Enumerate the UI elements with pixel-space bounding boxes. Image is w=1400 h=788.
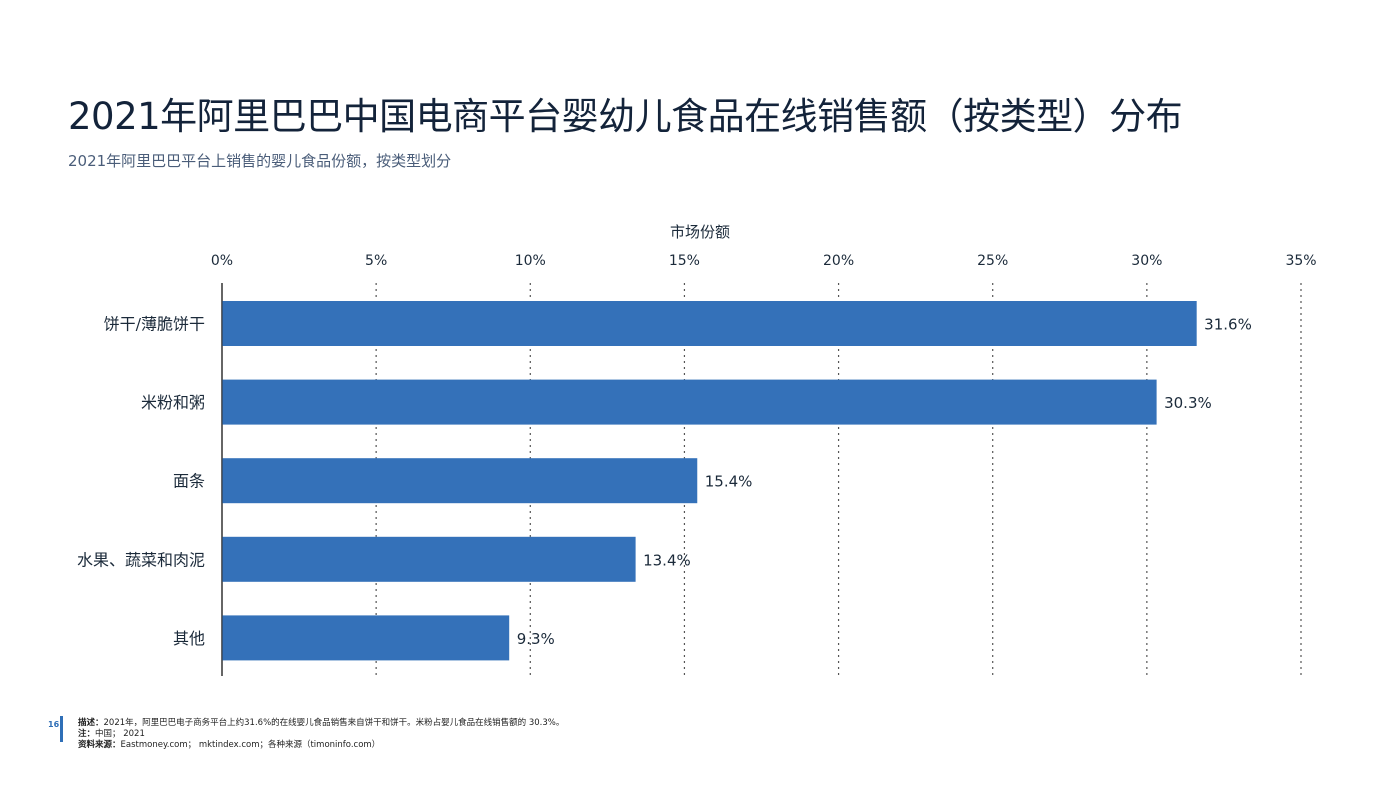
description-label: 描述：: [78, 718, 104, 728]
bar: [222, 379, 1157, 425]
footer-note: 注：中国； 2021: [78, 729, 564, 740]
x-tick-label: 20%: [823, 253, 854, 269]
x-tick-label: 30%: [1131, 253, 1162, 269]
category-label: 面条: [173, 472, 205, 491]
category-label: 水果、蔬菜和肉泥: [77, 550, 205, 569]
page-title: 2021年阿里巴巴中国电商平台婴幼儿食品在线销售额（按类型）分布: [68, 95, 1183, 138]
bar: [222, 536, 636, 582]
data-label: 9.3%: [517, 630, 555, 648]
x-tick-label: 15%: [669, 253, 700, 269]
x-tick-label: 10%: [515, 253, 546, 269]
x-tick-label: 0%: [211, 253, 233, 269]
source-label: 资料来源：: [78, 740, 121, 750]
x-tick-label: 25%: [977, 253, 1008, 269]
page-number: 16: [48, 720, 60, 729]
category-label: 米粉和粥: [141, 393, 205, 412]
data-label: 15.4%: [705, 473, 753, 491]
category-label: 其他: [173, 629, 205, 648]
x-tick-label: 5%: [365, 253, 387, 269]
source-text: Eastmoney.com； mktindex.com；各种来源（timonin…: [120, 740, 381, 750]
data-label: 13.4%: [643, 551, 691, 569]
category-label: 饼干/薄脆饼干: [104, 315, 205, 334]
x-tick-label: 35%: [1285, 253, 1316, 269]
footer-description: 描述：2021年，阿里巴巴电子商务平台上约31.6%的在线婴儿食品销售来自饼干和…: [78, 718, 564, 729]
x-axis-title: 市场份额: [670, 223, 730, 241]
note-text: 中国； 2021: [95, 729, 145, 739]
description-text: 2021年，阿里巴巴电子商务平台上约31.6%的在线婴儿食品销售来自饼干和饼干。…: [103, 718, 565, 728]
note-label: 注：: [78, 729, 96, 739]
data-label: 30.3%: [1164, 394, 1212, 412]
bar: [222, 615, 510, 661]
bar: [222, 458, 698, 504]
data-label: 31.6%: [1204, 316, 1252, 334]
footer-source: 资料来源：Eastmoney.com； mktindex.com；各种来源（ti…: [78, 740, 564, 751]
page-subtitle: 2021年阿里巴巴平台上销售的婴儿食品份额，按类型划分: [68, 152, 452, 170]
footer-accent-bar: [60, 716, 63, 742]
bar: [222, 301, 1197, 346]
